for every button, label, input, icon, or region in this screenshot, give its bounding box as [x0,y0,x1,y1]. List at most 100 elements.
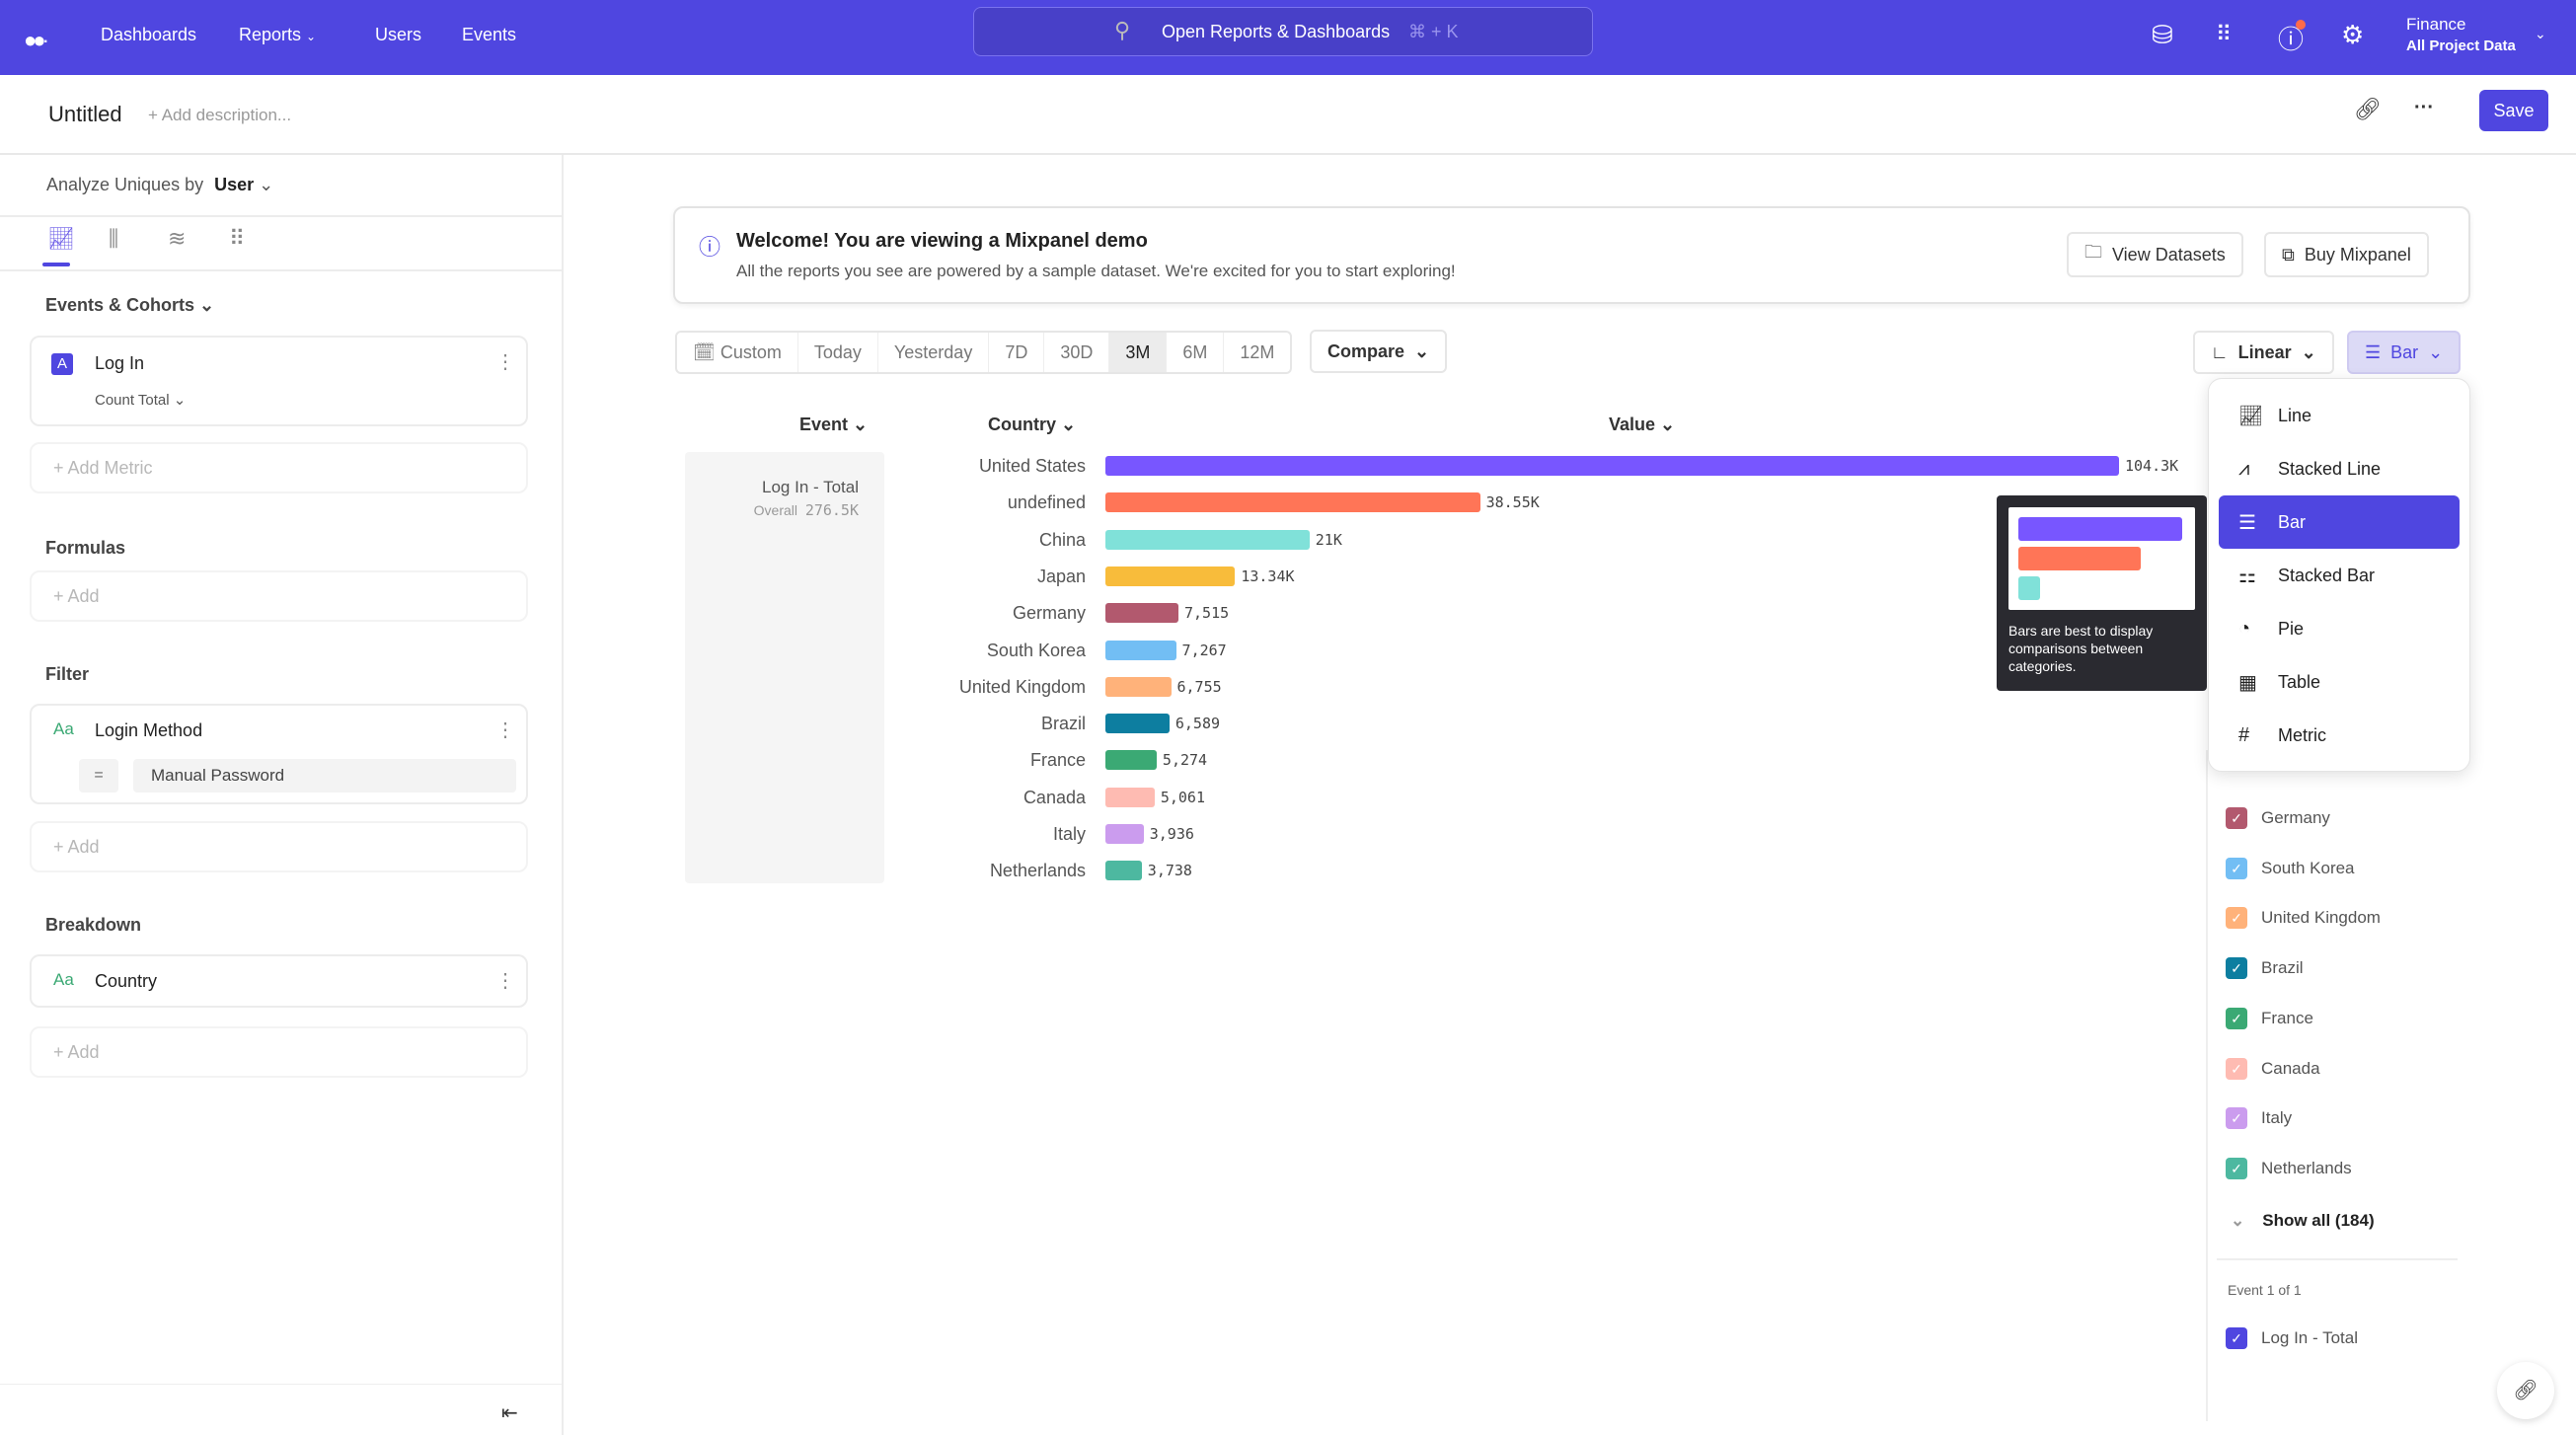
retention-tab-icon[interactable]: ⠿ [229,226,246,251]
add-metric-button[interactable]: + Add Metric [30,442,528,493]
insights-tab-icon[interactable]: 📈︎ [47,226,75,251]
bar[interactable] [1105,529,1310,550]
date-3m[interactable]: 3M [1109,333,1168,372]
legend-item[interactable]: ✓ Netherlands [2226,1157,2352,1179]
checkbox-checked-icon[interactable]: ✓ [2226,1057,2247,1080]
chart-type-option[interactable]: 📈︎ Line [2219,389,2460,442]
nav-reports[interactable]: Reports ⌄ [239,25,316,45]
flows-tab-icon[interactable]: ≋ [168,226,187,251]
legend-item[interactable]: ✓ Canada [2226,1057,2320,1080]
bar[interactable] [1105,861,1142,881]
kebab-menu-icon[interactable]: ⋮ [495,970,515,992]
funnels-tab-icon[interactable]: ⫼ [109,226,119,251]
checkbox-checked-icon[interactable]: ✓ [2226,857,2247,879]
bar[interactable] [1105,676,1172,697]
legend-item[interactable]: ✓ Italy [2226,1107,2293,1130]
column-header-value[interactable]: Value ⌄ [1609,415,1675,435]
view-datasets-button[interactable]: 🗀 View Datasets [2067,232,2243,277]
settings-gear-icon[interactable]: ⚙ [2341,20,2365,49]
date-7d[interactable]: 7D [989,333,1045,372]
breakdown-property[interactable]: Country [95,971,158,991]
nav-events[interactable]: Events [462,25,517,44]
mixpanel-logo[interactable]: ●●· [24,28,49,52]
metric-card-log-in[interactable]: A Log In Count Total ⌄ ⋮ [30,336,528,426]
checkbox-checked-icon[interactable]: ✓ [2226,1157,2247,1179]
bar[interactable] [1105,603,1178,624]
search-input[interactable]: ⚲ Open Reports & Dashboards ⌘ + K [973,7,1593,56]
kebab-menu-icon[interactable]: ⋮ [495,719,515,741]
help-icon[interactable]: ⓘ [2278,20,2306,56]
link-icon[interactable]: 🔗︎ [2354,97,2382,121]
legend-item[interactable]: ✓ Brazil [2226,957,2304,980]
bar[interactable] [1105,492,1480,513]
legend-item-event[interactable]: ✓ Log In - Total [2226,1327,2358,1349]
checkbox-checked-icon[interactable]: ✓ [2226,1107,2247,1130]
collapse-panel-icon[interactable]: ⇤ [501,1402,518,1424]
column-header-country[interactable]: Country ⌄ [988,415,1076,435]
chevron-down-icon[interactable]: ⌄ [2535,26,2546,41]
legend-item[interactable]: ✓ France [2226,1007,2313,1029]
chart-type-option[interactable]: ⚏ Stacked Bar [2219,549,2460,602]
chart-type-option[interactable]: # Metric [2219,709,2460,762]
legend-item[interactable]: ✓ Germany [2226,807,2330,829]
scale-select[interactable]: ∟ Linear ⌄ [2193,331,2334,374]
events-cohorts-header[interactable]: Events & Cohorts ⌄ [45,295,214,316]
chart-type-option[interactable]: ⩘ Stacked Line [2219,442,2460,495]
more-options-icon[interactable]: ··· [2414,97,2434,118]
legend-label: Italy [2261,1108,2293,1128]
copy-link-fab[interactable]: 🔗︎ [2497,1362,2554,1419]
add-formula-button[interactable]: + Add [30,570,528,622]
filter-operator[interactable]: = [79,759,118,793]
bar[interactable] [1105,824,1144,844]
bar[interactable] [1105,566,1236,586]
kebab-menu-icon[interactable]: ⋮ [495,351,515,373]
chart-type-option[interactable]: ▦ Table [2219,655,2460,709]
measure-select[interactable]: Count Total ⌄ [95,391,186,409]
legend-item[interactable]: ✓ South Korea [2226,857,2355,879]
checkbox-checked-icon[interactable]: ✓ [2226,957,2247,980]
project-switcher[interactable]: Finance All Project Data [2406,15,2516,54]
checkbox-checked-icon[interactable]: ✓ [2226,907,2247,930]
filter-value[interactable]: Manual Password [133,759,516,793]
event-name[interactable]: Log In [95,353,145,373]
checkbox-checked-icon[interactable]: ✓ [2226,1007,2247,1029]
filter-property[interactable]: Login Method [95,720,203,740]
report-title[interactable]: Untitled [48,102,122,126]
add-description[interactable]: + Add description... [148,106,292,124]
bar[interactable] [1105,750,1157,771]
date-30d[interactable]: 30D [1044,333,1110,372]
checkbox-checked-icon[interactable]: ✓ [2226,1327,2247,1349]
date-12m[interactable]: 12M [1240,342,1275,362]
legend-item[interactable]: ✓ United Kingdom [2226,907,2381,930]
analyze-uniques[interactable]: Analyze Uniques by User ⌄ [46,175,273,195]
bar[interactable] [1105,640,1176,660]
data-settings-icon[interactable]: ⛁ [2152,20,2173,49]
filter-card[interactable]: Aa Login Method ⋮ = Manual Password [30,704,528,804]
column-header-event[interactable]: Event ⌄ [799,415,868,435]
chart-type-option[interactable]: ◔ Pie [2219,602,2460,655]
chart-type-option[interactable]: ☰ Bar [2219,495,2460,549]
bar[interactable] [1105,456,2119,476]
nav-users[interactable]: Users [375,25,422,44]
nav-dashboards[interactable]: Dashboards [101,25,197,44]
bar[interactable] [1105,714,1170,734]
date-today[interactable]: Today [798,333,878,372]
category-label: United States [978,456,1086,476]
bar[interactable] [1105,787,1155,807]
save-button[interactable]: Save [2479,90,2548,131]
compare-button[interactable]: Compare ⌄ [1310,330,1448,373]
date-yesterday[interactable]: Yesterday [878,333,990,372]
add-filter-button[interactable]: + Add [30,821,528,872]
option-label: Stacked Bar [2278,565,2376,585]
breakdown-card[interactable]: Aa Country ⋮ [30,954,528,1008]
add-breakdown-button[interactable]: + Add [30,1026,528,1078]
buy-mixpanel-button[interactable]: ⧉ Buy Mixpanel [2264,232,2429,277]
date-range-selector: 🗓︎ Custom Today Yesterday 7D 30D 3M 6M 1… [675,331,1293,374]
checkbox-checked-icon[interactable]: ✓ [2226,807,2247,829]
date-custom[interactable]: 🗓︎ Custom [677,333,798,372]
chart-type-select[interactable]: ☰ Bar ⌄ [2347,331,2462,374]
date-6m[interactable]: 6M [1167,333,1225,372]
preview-bar [2018,576,2040,600]
show-all-button[interactable]: ⌄ Show all (184) [2231,1211,2375,1231]
apps-grid-icon[interactable]: ⠿ [2216,22,2233,46]
